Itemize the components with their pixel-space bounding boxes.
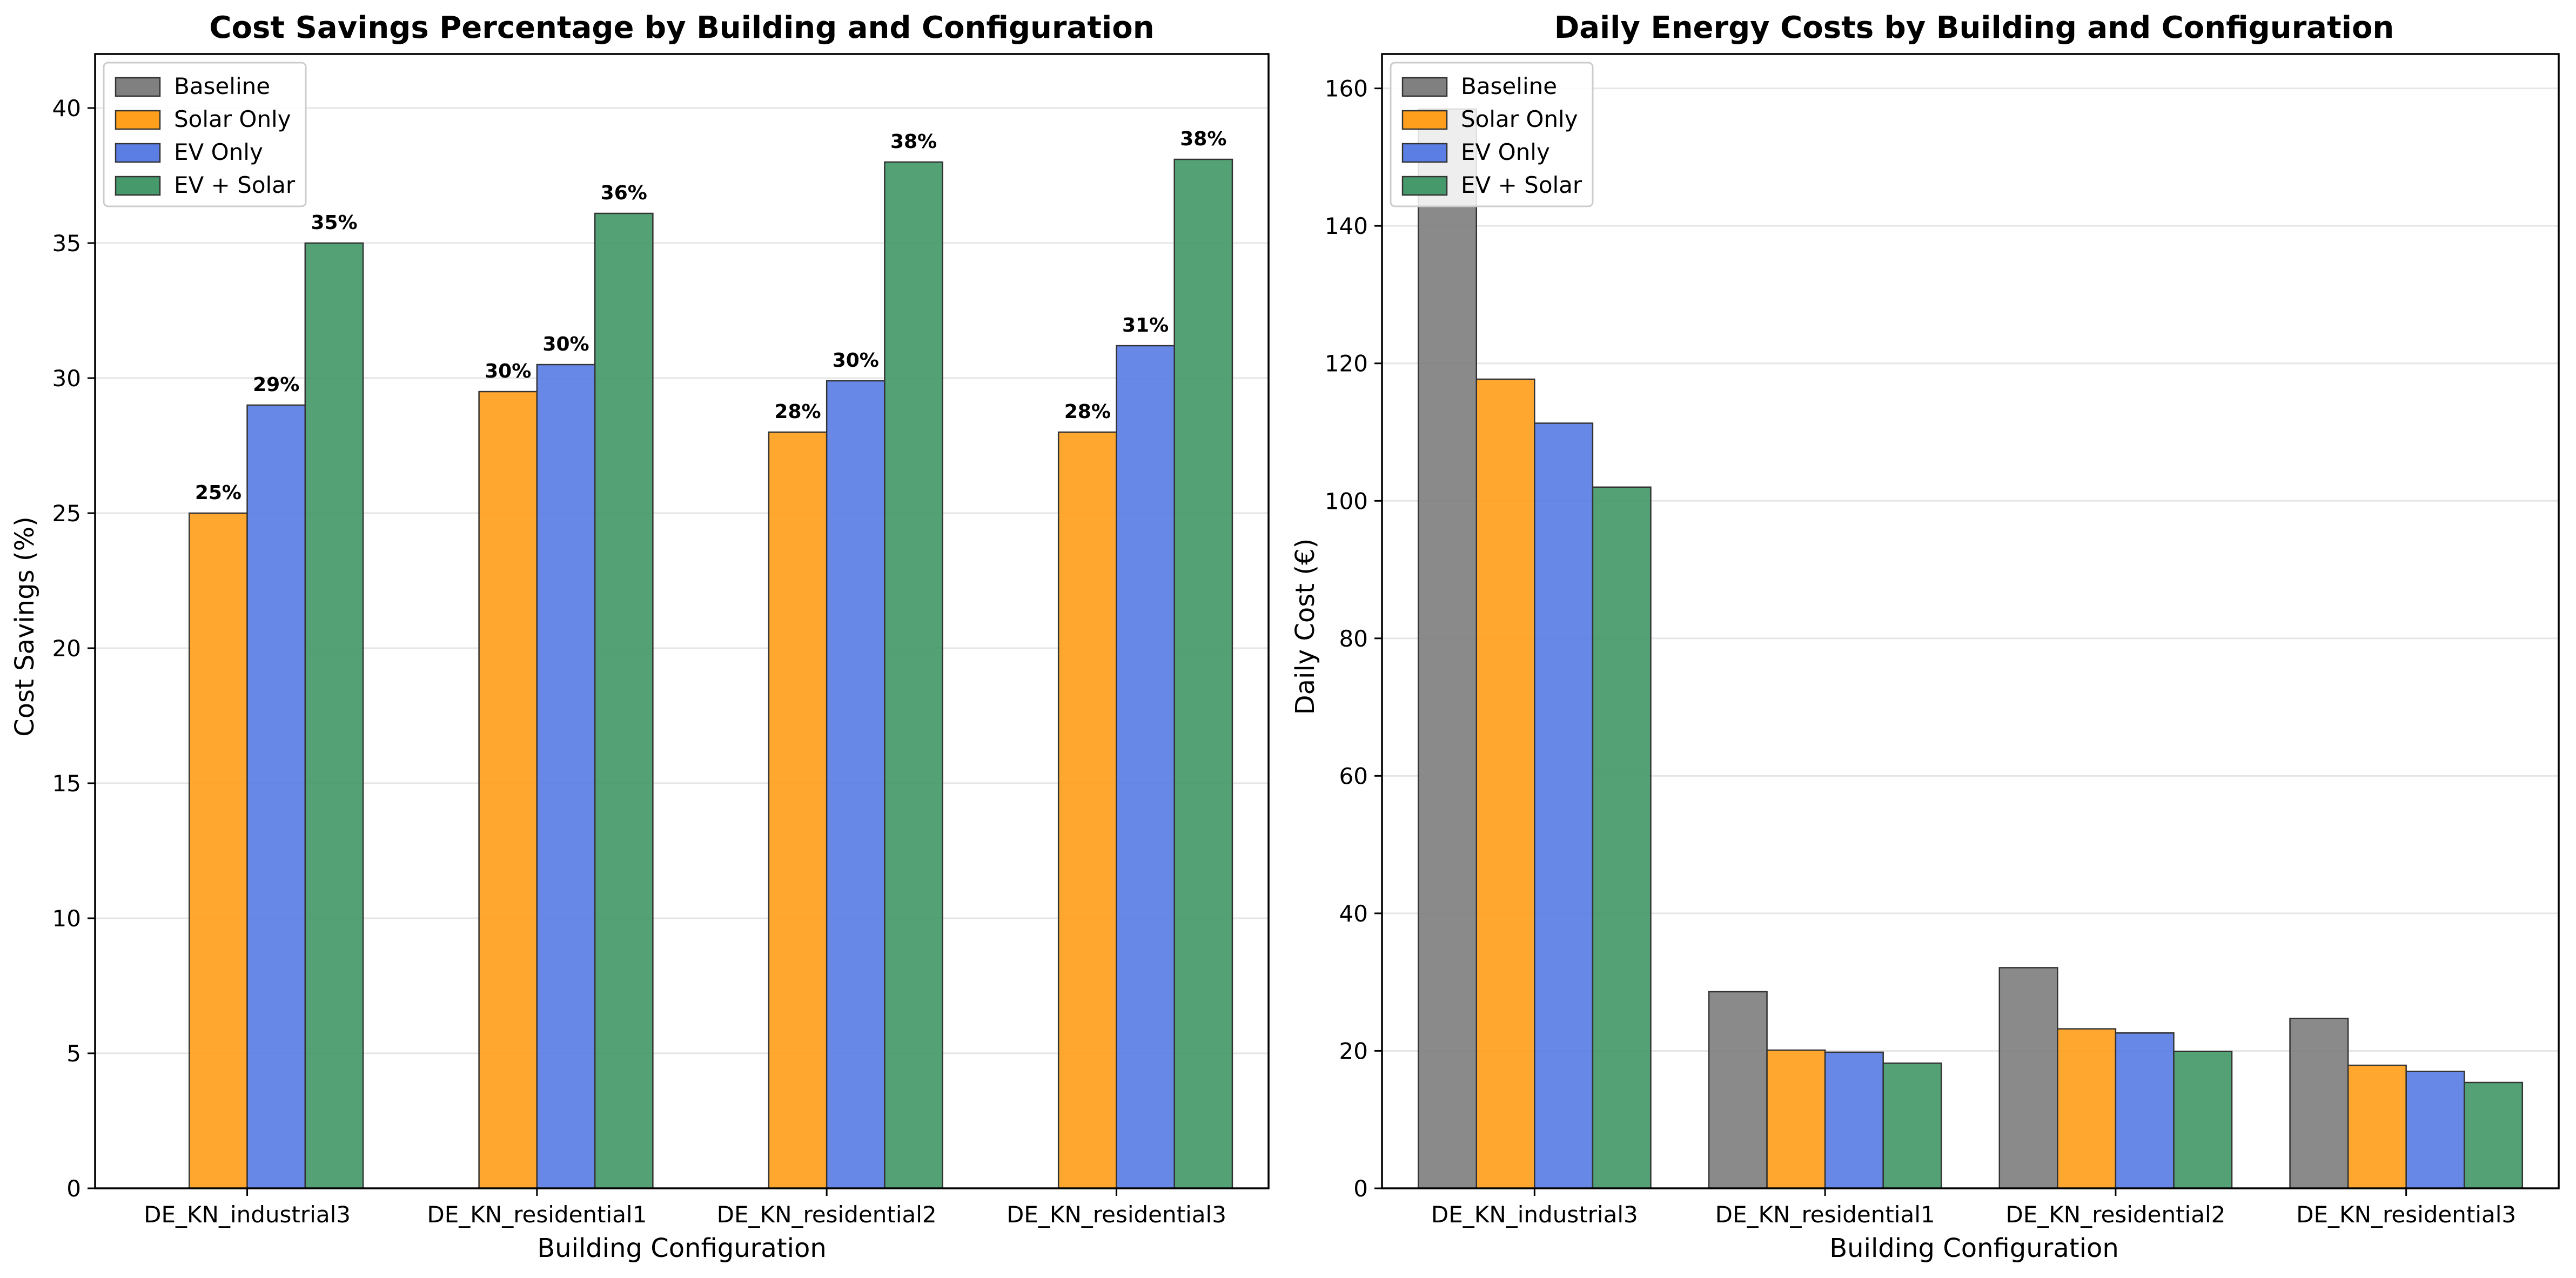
y-tick-label: 0 xyxy=(66,1175,81,1202)
bar-ev-only-de-kn-residential1 xyxy=(1824,1051,1884,1189)
bar-solar-only-de-kn-residential2 xyxy=(768,431,828,1189)
legend-label-baseline: Baseline xyxy=(1461,73,1557,99)
y-tick-label: 20 xyxy=(1339,1038,1368,1064)
daily-energy-costs-chart: Daily Energy Costs by Building and Confi… xyxy=(1290,10,2560,1263)
cost-savings-chart: Cost Savings Percentage by Building and … xyxy=(10,10,1270,1263)
data-label: 29% xyxy=(253,374,299,396)
legend-label-ev-only: EV Only xyxy=(174,139,263,165)
legend-label-ev-solar: EV + Solar xyxy=(1461,172,1582,198)
y-tick-label: 0 xyxy=(1353,1175,1368,1202)
x-tick-label: DE_KN_residential2 xyxy=(2005,1201,2225,1228)
data-label: 28% xyxy=(1064,401,1111,423)
y-tick-label: 35 xyxy=(52,230,81,257)
x-tick-label: DE_KN_residential3 xyxy=(2296,1201,2516,1228)
y-tick-label: 15 xyxy=(52,770,81,797)
y-tick-label: 100 xyxy=(1325,488,1368,514)
data-label: 30% xyxy=(542,333,589,355)
legend: Baseline Solar Only EV Only EV + Solar xyxy=(103,62,307,207)
x-axis-label: Building Configuration xyxy=(537,1233,827,1263)
y-axis-label: Cost Savings (%) xyxy=(10,516,40,737)
x-tick-label: DE_KN_residential2 xyxy=(717,1201,937,1228)
bar-ev-only-de-kn-residential1 xyxy=(536,364,596,1189)
bar-ev-only-de-kn-industrial3 xyxy=(246,404,306,1189)
bar-ev-only-de-kn-residential2 xyxy=(826,380,886,1189)
bar-ev-solar-de-kn-residential2 xyxy=(2173,1051,2233,1189)
bar-ev-only-de-kn-residential2 xyxy=(2115,1032,2175,1189)
x-tick-label: DE_KN_residential1 xyxy=(427,1201,647,1228)
y-tick-label: 60 xyxy=(1339,763,1368,789)
legend-label-baseline: Baseline xyxy=(174,73,270,99)
data-label: 30% xyxy=(485,360,531,382)
bar-solar-only-de-kn-residential1 xyxy=(478,391,538,1189)
legend-swatch-ev-solar xyxy=(1401,176,1448,196)
bar-ev-only-de-kn-industrial3 xyxy=(1534,422,1594,1189)
y-tick-label: 25 xyxy=(52,500,81,527)
bar-ev-only-de-kn-residential3 xyxy=(1116,345,1175,1189)
y-tick-label: 10 xyxy=(52,905,81,932)
legend-swatch-ev-only xyxy=(1401,143,1448,163)
legend-swatch-ev-solar xyxy=(115,176,161,196)
y-tick-label: 5 xyxy=(66,1040,81,1067)
legend-swatch-ev-only xyxy=(115,143,161,163)
bar-ev-solar-de-kn-residential3 xyxy=(2463,1081,2524,1189)
y-tick-label: 120 xyxy=(1325,351,1368,377)
bar-ev-solar-de-kn-residential1 xyxy=(594,212,654,1189)
y-tick-label: 140 xyxy=(1325,213,1368,239)
y-axis-label: Daily Cost (€) xyxy=(1290,539,1320,715)
y-tick-label: 40 xyxy=(1339,900,1368,927)
data-label: 38% xyxy=(1180,128,1226,150)
legend-label-solar-only: Solar Only xyxy=(1461,106,1578,132)
data-label: 36% xyxy=(601,182,647,204)
legend-label-solar-only: Solar Only xyxy=(174,106,291,132)
bar-ev-solar-de-kn-industrial3 xyxy=(1592,486,1652,1189)
bar-solar-only-de-kn-residential2 xyxy=(2057,1028,2117,1189)
bar-ev-solar-de-kn-residential3 xyxy=(1173,158,1233,1189)
y-tick-label: 20 xyxy=(52,635,81,662)
x-axis-label: Building Configuration xyxy=(1829,1233,2119,1263)
x-tick-label: DE_KN_residential1 xyxy=(1715,1201,1935,1228)
data-label: 31% xyxy=(1122,314,1169,337)
legend-swatch-solar-only xyxy=(1401,110,1448,130)
y-tick-label: 40 xyxy=(52,95,81,122)
bar-solar-only-de-kn-residential1 xyxy=(1766,1049,1826,1189)
bar-baseline-de-kn-industrial3 xyxy=(1417,108,1478,1189)
x-tick-label: DE_KN_industrial3 xyxy=(1431,1201,1638,1228)
legend-swatch-baseline xyxy=(115,77,161,97)
bar-baseline-de-kn-residential3 xyxy=(2289,1018,2349,1189)
data-label: 30% xyxy=(833,349,879,372)
legend: Baseline Solar Only EV Only EV + Solar xyxy=(1390,62,1594,207)
bar-solar-only-de-kn-residential3 xyxy=(1057,431,1117,1189)
bar-ev-solar-de-kn-residential2 xyxy=(884,161,943,1189)
bar-baseline-de-kn-residential2 xyxy=(1998,967,2058,1189)
legend-label-ev-only: EV Only xyxy=(1461,139,1550,165)
y-tick-label: 80 xyxy=(1339,625,1368,652)
bar-solar-only-de-kn-industrial3 xyxy=(189,512,248,1189)
legend-swatch-solar-only xyxy=(115,110,161,130)
y-tick-label: 30 xyxy=(52,365,81,392)
axes-frame xyxy=(94,53,1270,1189)
x-tick-label: DE_KN_residential3 xyxy=(1007,1201,1226,1228)
data-label: 25% xyxy=(195,482,242,504)
data-label: 28% xyxy=(774,401,821,423)
data-label: 35% xyxy=(311,212,357,234)
chart-title: Cost Savings Percentage by Building and … xyxy=(209,10,1154,45)
data-label: 38% xyxy=(890,131,937,153)
axes-frame xyxy=(1381,53,2560,1189)
x-tick-label: DE_KN_industrial3 xyxy=(144,1201,351,1228)
bar-baseline-de-kn-residential1 xyxy=(1708,991,1768,1189)
legend-box xyxy=(1390,62,1594,207)
legend-box xyxy=(103,62,307,207)
y-tick-label: 160 xyxy=(1325,76,1368,102)
legend-label-ev-solar: EV + Solar xyxy=(174,172,296,198)
legend-swatch-baseline xyxy=(1401,77,1448,97)
bar-solar-only-de-kn-industrial3 xyxy=(1475,378,1535,1189)
bar-ev-solar-de-kn-industrial3 xyxy=(304,242,364,1189)
bar-solar-only-de-kn-residential3 xyxy=(2347,1064,2407,1189)
bar-ev-only-de-kn-residential3 xyxy=(2405,1071,2465,1189)
bar-ev-solar-de-kn-residential1 xyxy=(1882,1062,1942,1189)
chart-title: Daily Energy Costs by Building and Confi… xyxy=(1554,10,2394,45)
